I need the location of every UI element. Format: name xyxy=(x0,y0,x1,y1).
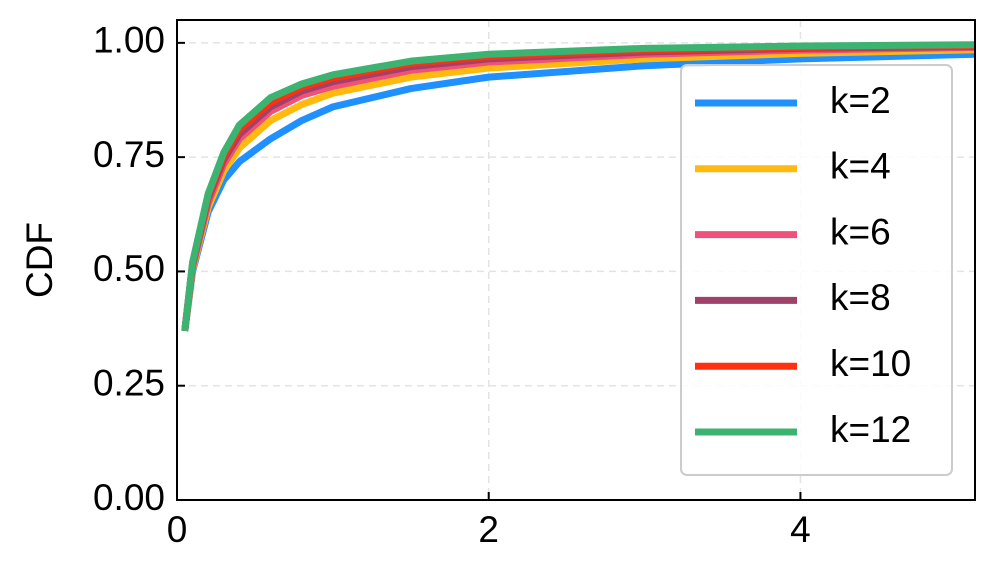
y-tick-label: 0.75 xyxy=(93,134,165,175)
y-axis-label: CDF xyxy=(19,222,60,298)
y-tick-label: 0.50 xyxy=(93,248,165,289)
x-tick-label: 2 xyxy=(478,509,499,550)
plot-frame xyxy=(176,19,976,501)
legend-box xyxy=(680,64,953,476)
legend-label: k=6 xyxy=(830,211,891,252)
legend-label: k=4 xyxy=(830,146,891,187)
y-tick-label: 0.00 xyxy=(93,477,165,518)
legend-label: k=12 xyxy=(830,409,911,450)
legend-label: k=2 xyxy=(830,80,891,121)
legend-label: k=10 xyxy=(830,343,911,384)
legend-label: k=8 xyxy=(830,277,891,318)
y-tick-label: 1.00 xyxy=(93,20,165,61)
y-tick-label: 0.25 xyxy=(93,362,165,403)
series-line xyxy=(181,41,976,332)
x-tick-label: 4 xyxy=(790,509,811,550)
x-tick-label: 0 xyxy=(167,509,188,550)
